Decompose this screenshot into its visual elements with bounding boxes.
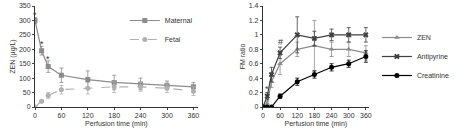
svg-text:*: * [40,39,44,49]
svg-text:300: 300 [343,112,355,119]
svg-text:Creatinine: Creatinine [417,72,449,79]
svg-text:Maternal: Maternal [165,17,193,24]
svg-text:360: 360 [360,112,372,119]
svg-text:240: 240 [135,112,147,119]
svg-text:FM ratio: FM ratio [239,44,246,70]
svg-text:240: 240 [326,112,338,119]
svg-text:250: 250 [19,31,31,38]
svg-text:0: 0 [255,103,259,110]
svg-text:Perfusion time (min): Perfusion time (min) [85,120,148,128]
svg-text:1.2: 1.2 [249,17,259,24]
svg-text:0.2: 0.2 [249,89,259,96]
svg-text:300: 300 [161,112,173,119]
svg-text:360: 360 [188,112,200,119]
svg-text:60: 60 [58,112,66,119]
svg-text:ZEN: ZEN [417,34,431,41]
svg-text:ZEN (µg/L): ZEN (µg/L) [9,39,17,73]
svg-text:50: 50 [23,89,31,96]
svg-text:180: 180 [309,112,321,119]
svg-text:*: * [265,84,269,94]
svg-text:Perfusion time (min): Perfusion time (min) [285,120,348,128]
svg-text:100: 100 [19,75,31,82]
svg-text:120: 120 [82,112,94,119]
svg-text:Antipyrine: Antipyrine [417,53,448,61]
svg-text:1.4: 1.4 [249,2,259,9]
svg-text:0.6: 0.6 [249,60,259,67]
svg-text:300: 300 [19,17,31,24]
svg-text:0.4: 0.4 [249,75,259,82]
svg-text:350: 350 [19,2,31,9]
svg-text:0: 0 [33,112,37,119]
svg-text:0: 0 [261,112,265,119]
svg-text:*: * [33,10,37,20]
svg-text:Fetal: Fetal [165,36,181,43]
svg-text:0.8: 0.8 [249,46,259,53]
svg-text:#: # [278,37,283,47]
svg-text:60: 60 [276,112,284,119]
svg-text:120: 120 [291,112,303,119]
svg-text:180: 180 [108,112,120,119]
svg-text:0: 0 [27,103,31,110]
svg-text:200: 200 [19,46,31,53]
svg-text:1: 1 [255,31,259,38]
svg-text:150: 150 [19,60,31,67]
svg-text:*: * [46,54,50,64]
